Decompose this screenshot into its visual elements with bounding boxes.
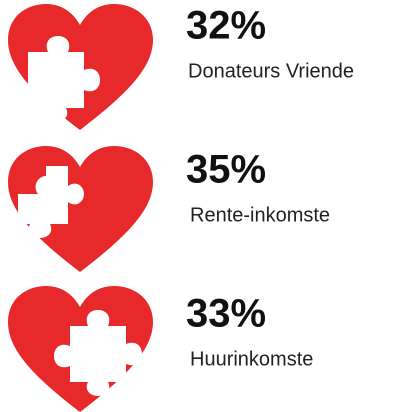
heart-icon <box>8 286 153 412</box>
percentage: 32% <box>186 4 266 48</box>
heart-icon <box>8 4 153 130</box>
item-label: Rente-inkomste <box>190 204 330 226</box>
item-label: Donateurs Vriende <box>188 60 354 82</box>
percentage: 33% <box>186 292 266 336</box>
item-label: Huurinkomste <box>190 348 313 370</box>
percentage: 35% <box>186 148 266 192</box>
heart-icon <box>8 146 153 272</box>
